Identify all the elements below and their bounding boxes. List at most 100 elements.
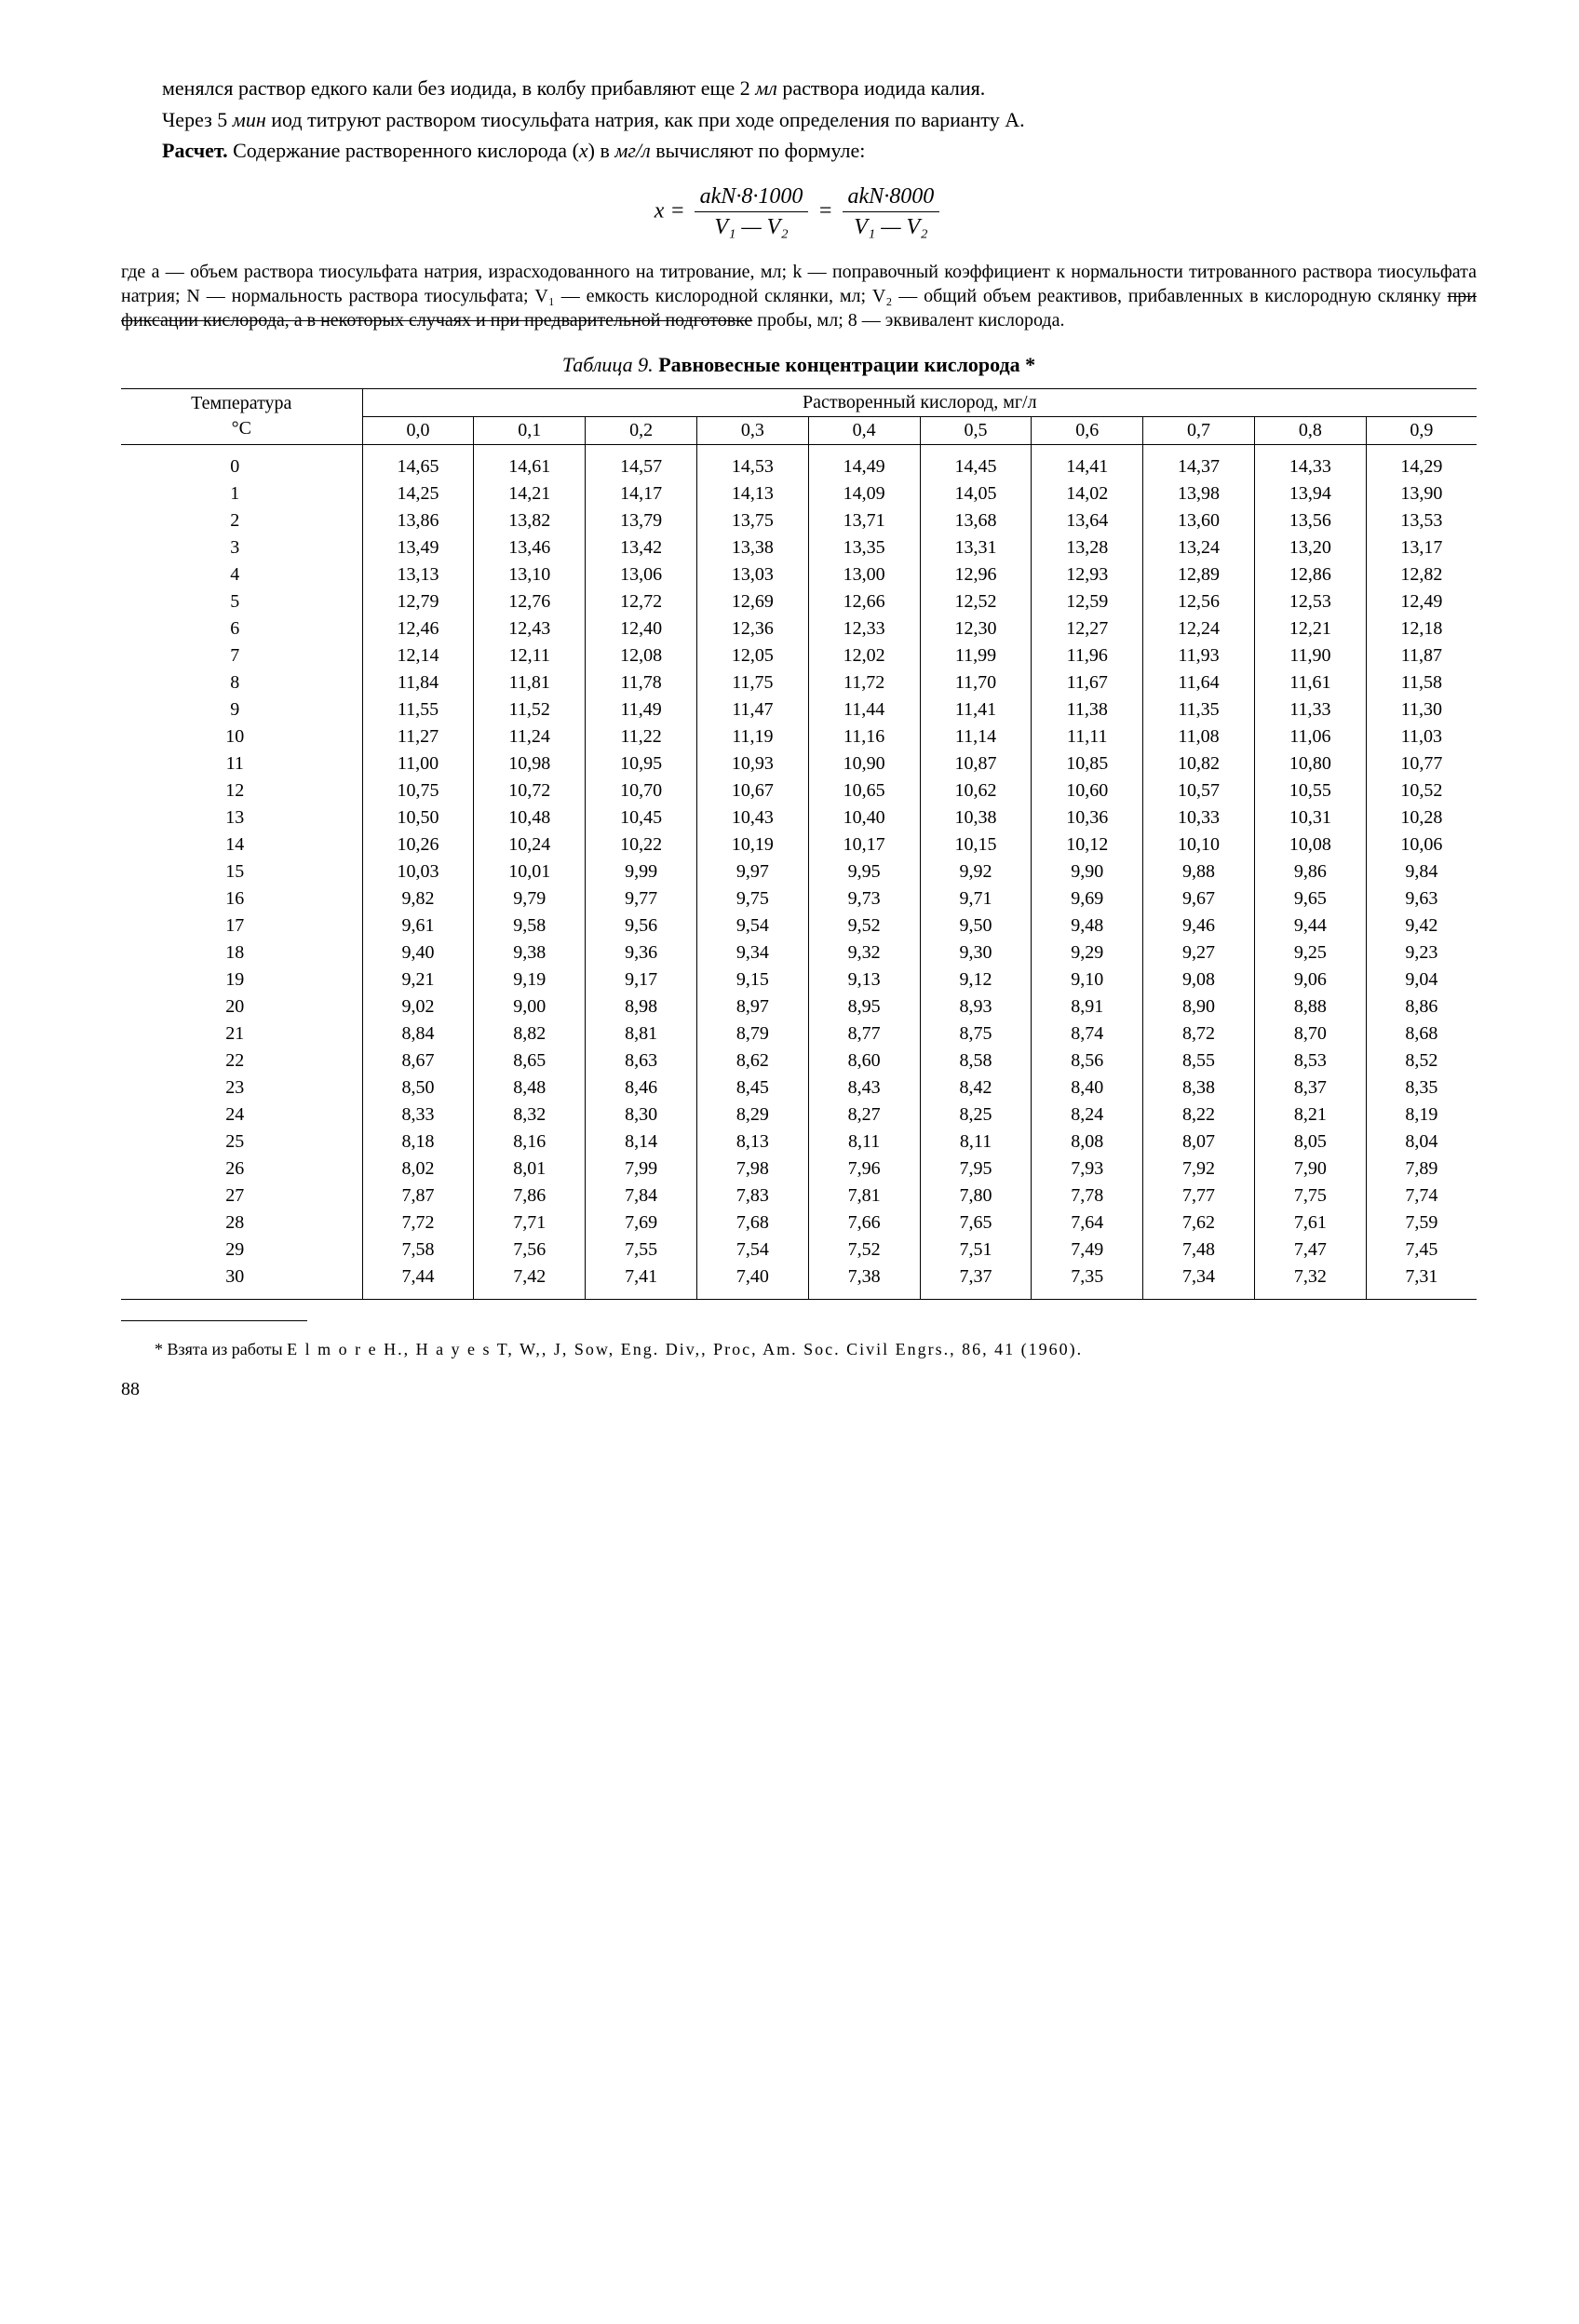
value-cell: 8,98 <box>586 993 697 1020</box>
value-cell: 8,38 <box>1143 1074 1255 1101</box>
text: раствора иодида калия. <box>777 76 985 100</box>
value-cell: 11,61 <box>1254 669 1366 696</box>
value-cell: 11,70 <box>920 669 1032 696</box>
denominator-2: V₁ — V₂ <box>843 212 940 242</box>
value-cell: 11,00 <box>362 750 474 777</box>
value-cell: 11,41 <box>920 696 1032 723</box>
value-cell: 10,28 <box>1366 804 1477 831</box>
value-cell: 7,83 <box>696 1182 808 1209</box>
table-row: 114,2514,2114,1714,1314,0914,0514,0213,9… <box>121 480 1477 507</box>
formula: x = akN·8·1000 V₁ — V₂ = akN·8000 V₁ — V… <box>121 182 1477 243</box>
col-header-1: 0,1 <box>474 416 586 444</box>
value-cell: 10,60 <box>1032 777 1143 804</box>
temp-cell: 15 <box>121 858 362 885</box>
value-cell: 11,81 <box>474 669 586 696</box>
value-cell: 10,38 <box>920 804 1032 831</box>
value-cell: 14,57 <box>586 444 697 480</box>
value-cell: 7,90 <box>1254 1155 1366 1182</box>
value-cell: 8,88 <box>1254 993 1366 1020</box>
temp-cell: 12 <box>121 777 362 804</box>
value-cell: 7,72 <box>362 1209 474 1236</box>
value-cell: 13,82 <box>474 507 586 534</box>
value-cell: 7,55 <box>586 1236 697 1263</box>
value-cell: 13,79 <box>586 507 697 534</box>
value-cell: 14,09 <box>808 480 920 507</box>
value-cell: 8,67 <box>362 1047 474 1074</box>
temp-cell: 6 <box>121 615 362 642</box>
value-cell: 7,99 <box>586 1155 697 1182</box>
value-cell: 8,81 <box>586 1020 697 1047</box>
value-cell: 13,28 <box>1032 534 1143 561</box>
temp-cell: 5 <box>121 588 362 615</box>
value-cell: 13,56 <box>1254 507 1366 534</box>
value-cell: 7,66 <box>808 1209 920 1236</box>
value-cell: 10,72 <box>474 777 586 804</box>
value-cell: 9,02 <box>362 993 474 1020</box>
value-cell: 8,45 <box>696 1074 808 1101</box>
paragraph-3: Расчет. Содержание растворенного кислоро… <box>121 137 1477 165</box>
value-cell: 8,75 <box>920 1020 1032 1047</box>
value-cell: 12,33 <box>808 615 920 642</box>
value-cell: 14,37 <box>1143 444 1255 480</box>
value-cell: 9,17 <box>586 966 697 993</box>
fraction-2: akN·8000 V₁ — V₂ <box>843 182 940 243</box>
value-cell: 9,32 <box>808 939 920 966</box>
value-cell: 9,97 <box>696 858 808 885</box>
unit-min: мин <box>233 108 266 131</box>
value-cell: 8,95 <box>808 993 920 1020</box>
where-text: где a — объем раствора тиосульфата натри… <box>121 262 1477 306</box>
value-cell: 13,86 <box>362 507 474 534</box>
table-row: 189,409,389,369,349,329,309,299,279,259,… <box>121 939 1477 966</box>
value-cell: 8,02 <box>362 1155 474 1182</box>
value-cell: 12,08 <box>586 642 697 669</box>
value-cell: 12,46 <box>362 615 474 642</box>
temp-cell: 25 <box>121 1128 362 1155</box>
value-cell: 7,34 <box>1143 1263 1255 1300</box>
value-cell: 8,46 <box>586 1074 697 1101</box>
value-cell: 10,50 <box>362 804 474 831</box>
value-cell: 11,30 <box>1366 696 1477 723</box>
table-row: 277,877,867,847,837,817,807,787,777,757,… <box>121 1182 1477 1209</box>
value-cell: 8,14 <box>586 1128 697 1155</box>
value-cell: 10,77 <box>1366 750 1477 777</box>
value-cell: 13,17 <box>1366 534 1477 561</box>
text: вычисляют по формуле: <box>651 139 866 162</box>
value-cell: 11,33 <box>1254 696 1366 723</box>
value-cell: 8,18 <box>362 1128 474 1155</box>
value-cell: 10,12 <box>1032 831 1143 858</box>
value-cell: 10,36 <box>1032 804 1143 831</box>
temp-cell: 2 <box>121 507 362 534</box>
value-cell: 10,67 <box>696 777 808 804</box>
value-cell: 12,72 <box>586 588 697 615</box>
value-cell: 9,44 <box>1254 912 1366 939</box>
fraction-1: akN·8·1000 V₁ — V₂ <box>695 182 809 243</box>
value-cell: 7,35 <box>1032 1263 1143 1300</box>
value-cell: 12,30 <box>920 615 1032 642</box>
value-cell: 10,22 <box>586 831 697 858</box>
temp-cell: 22 <box>121 1047 362 1074</box>
value-cell: 8,86 <box>1366 993 1477 1020</box>
value-cell: 11,06 <box>1254 723 1366 750</box>
value-cell: 9,86 <box>1254 858 1366 885</box>
value-cell: 10,57 <box>1143 777 1255 804</box>
value-cell: 9,13 <box>808 966 920 993</box>
value-cell: 13,68 <box>920 507 1032 534</box>
value-cell: 13,42 <box>586 534 697 561</box>
value-cell: 9,34 <box>696 939 808 966</box>
table-row: 413,1313,1013,0613,0313,0012,9612,9312,8… <box>121 561 1477 588</box>
value-cell: 8,90 <box>1143 993 1255 1020</box>
value-cell: 7,62 <box>1143 1209 1255 1236</box>
value-cell: 11,78 <box>586 669 697 696</box>
table-row: 612,4612,4312,4012,3612,3312,3012,2712,2… <box>121 615 1477 642</box>
temp-cell: 21 <box>121 1020 362 1047</box>
col-header-6: 0,6 <box>1032 416 1143 444</box>
value-cell: 14,29 <box>1366 444 1477 480</box>
page-number: 88 <box>121 1377 1477 1402</box>
value-cell: 10,90 <box>808 750 920 777</box>
value-cell: 10,43 <box>696 804 808 831</box>
value-cell: 9,69 <box>1032 885 1143 912</box>
value-cell: 10,93 <box>696 750 808 777</box>
value-cell: 7,96 <box>808 1155 920 1182</box>
value-cell: 8,84 <box>362 1020 474 1047</box>
value-cell: 10,52 <box>1366 777 1477 804</box>
